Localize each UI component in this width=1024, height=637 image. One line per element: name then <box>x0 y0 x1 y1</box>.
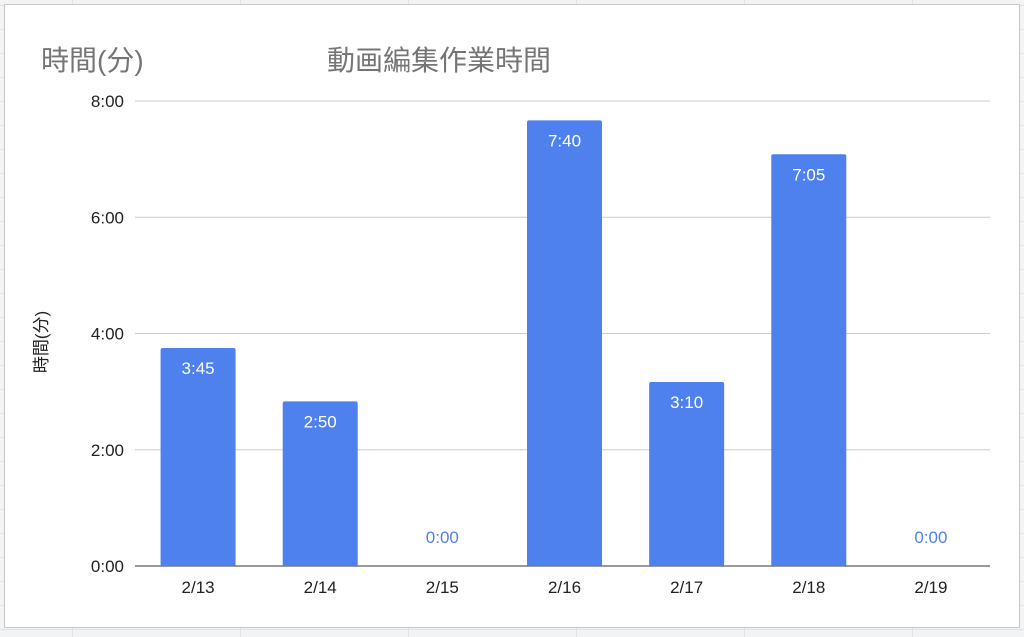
bar-value-label: 0:00 <box>426 528 459 547</box>
y-axis-ticks: 0:00 2:00 4:00 6:00 8:00 <box>91 92 124 576</box>
chart-title: 動画編集作業時間 <box>327 45 552 76</box>
x-tick-label: 2/15 <box>426 578 459 597</box>
y-tick-label: 2:00 <box>91 441 124 460</box>
bar[interactable] <box>282 401 358 566</box>
x-tick-label: 2/14 <box>304 578 337 597</box>
x-tick-label: 2/16 <box>548 578 581 597</box>
bar-value-label: 0:00 <box>914 528 947 547</box>
bar-value-label: 7:05 <box>792 165 825 184</box>
bar-value-label: 2:50 <box>304 412 337 431</box>
x-tick-label: 2/17 <box>670 578 703 597</box>
bar-value-label: 3:10 <box>670 393 703 412</box>
x-axis-ticks: 2/13 2/14 2/15 2/16 2/17 2/18 2/19 <box>182 578 948 597</box>
bar-value-label: 3:45 <box>182 359 215 378</box>
y-tick-label: 8:00 <box>91 92 124 111</box>
y-axis-label: 時間(分) <box>32 311 51 373</box>
bar[interactable] <box>649 381 725 566</box>
x-tick-label: 2/13 <box>182 578 215 597</box>
x-tick-label: 2/19 <box>914 578 947 597</box>
bar-value-labels: 3:45 2:50 0:00 7:40 3:10 7:05 0:00 <box>182 131 948 547</box>
bar[interactable] <box>771 154 847 566</box>
x-tick-label: 2/18 <box>792 578 825 597</box>
y-tick-label: 0:00 <box>91 557 124 576</box>
y-tick-label: 4:00 <box>91 325 124 344</box>
bar-value-label: 7:40 <box>548 131 581 150</box>
bar[interactable] <box>160 348 236 566</box>
chart-corner-label: 時間(分) <box>41 45 144 76</box>
bars <box>160 120 847 566</box>
bar[interactable] <box>527 120 602 566</box>
y-tick-label: 6:00 <box>91 208 124 227</box>
